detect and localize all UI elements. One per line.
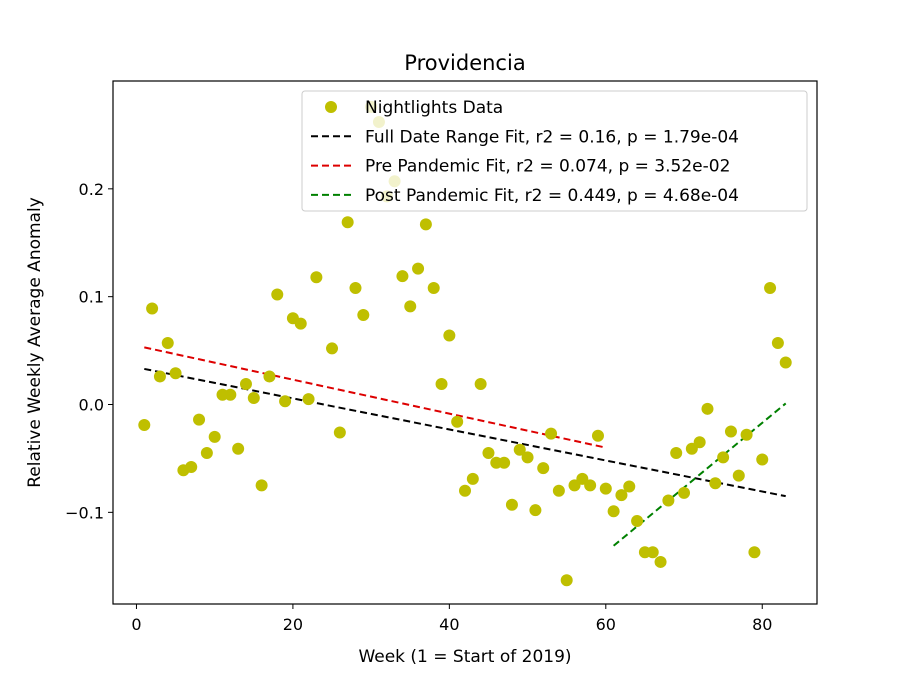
x-axis-label: Week (1 = Start of 2019): [358, 647, 571, 667]
data-point: [513, 443, 526, 456]
data-point: [169, 367, 182, 380]
data-point: [701, 402, 714, 415]
data-point: [224, 388, 237, 401]
data-point: [404, 300, 417, 313]
data-point: [263, 370, 276, 383]
data-point: [732, 469, 745, 482]
y-tick-label: 0.0: [79, 396, 104, 415]
legend-box: [301, 90, 808, 212]
y-tick-label: 0.2: [79, 180, 104, 199]
data-point: [591, 429, 604, 442]
data-point: [779, 356, 792, 369]
legend-swatch: [325, 101, 337, 113]
x-tick-label: 60: [596, 615, 616, 634]
data-point: [271, 288, 284, 301]
data-point: [482, 447, 495, 460]
data-point: [771, 337, 784, 350]
data-point: [435, 378, 448, 391]
data-point: [748, 546, 761, 559]
data-point: [443, 329, 456, 342]
data-point: [498, 456, 511, 469]
data-point: [185, 461, 198, 474]
data-point: [584, 479, 597, 492]
data-point: [529, 504, 542, 517]
data-point: [326, 342, 339, 355]
legend-label: Nightlights Data: [365, 98, 503, 118]
data-point: [419, 218, 432, 231]
y-axis-label: Relative Weekly Average Anomaly: [25, 197, 45, 488]
data-point: [208, 430, 221, 443]
data-point: [709, 477, 722, 490]
data-point: [646, 546, 659, 559]
x-tick-label: 40: [439, 615, 459, 634]
data-point: [537, 462, 550, 475]
data-point: [552, 484, 565, 497]
data-point: [474, 378, 487, 391]
data-point: [310, 271, 323, 284]
x-tick-label: 20: [283, 615, 303, 634]
data-point: [607, 505, 620, 518]
data-point: [740, 428, 753, 441]
data-point: [631, 514, 644, 527]
data-point: [615, 489, 628, 502]
legend: Nightlights Data Full Date Range Fit, r2 …: [301, 90, 808, 212]
x-axis-ticks: 0 20 40 60 80: [131, 604, 772, 634]
plot-frame: [112, 80, 818, 605]
data-point: [764, 282, 777, 295]
data-point: [623, 480, 636, 493]
data-point: [333, 426, 346, 439]
fit-line-2: [144, 346, 607, 449]
data-point: [302, 393, 315, 406]
data-point: [396, 270, 409, 283]
data-point: [451, 415, 464, 428]
data-point: [239, 378, 252, 391]
data-point: [599, 482, 612, 495]
data-point: [412, 262, 425, 275]
data-point: [427, 282, 440, 295]
data-point: [146, 302, 159, 315]
data-point: [505, 498, 518, 511]
scatter-points: [138, 100, 792, 587]
data-point: [717, 451, 730, 464]
data-point: [678, 486, 691, 499]
data-point: [545, 427, 558, 440]
y-axis-ticks: −0.1 0.0 0.1 0.2: [65, 180, 113, 522]
data-point: [255, 479, 268, 492]
data-point: [138, 418, 151, 431]
y-tick-label: 0.1: [79, 288, 104, 307]
data-point: [232, 442, 245, 455]
data-point: [200, 447, 213, 460]
data-point: [670, 447, 683, 460]
data-point: [693, 436, 706, 449]
x-tick-label: 80: [752, 615, 772, 634]
y-tick-label: −0.1: [65, 503, 104, 522]
data-point: [161, 337, 174, 350]
data-point: [349, 282, 362, 295]
data-point: [153, 370, 166, 383]
legend-label: Pre Pandemic Fit, r2 = 0.074, p = 3.52e-…: [365, 157, 730, 177]
data-point: [662, 494, 675, 507]
data-point: [521, 451, 534, 464]
data-point: [247, 392, 260, 405]
data-point: [279, 395, 292, 408]
chart-title: Providencia: [404, 51, 525, 75]
legend-label: Full Date Range Fit, r2 = 0.16, p = 1.79…: [365, 127, 739, 147]
data-point: [560, 574, 573, 587]
x-tick-label: 0: [131, 615, 141, 634]
data-point: [724, 425, 737, 438]
data-point: [294, 317, 307, 330]
data-point: [756, 453, 769, 466]
legend-label: Post Pandemic Fit, r2 = 0.449, p = 4.68e…: [365, 186, 739, 206]
data-point: [654, 555, 667, 568]
data-point: [341, 216, 354, 229]
data-point: [466, 472, 479, 485]
fit-line-1: [144, 367, 786, 498]
data-point: [357, 309, 370, 322]
data-point: [459, 484, 471, 497]
data-point: [193, 413, 206, 426]
